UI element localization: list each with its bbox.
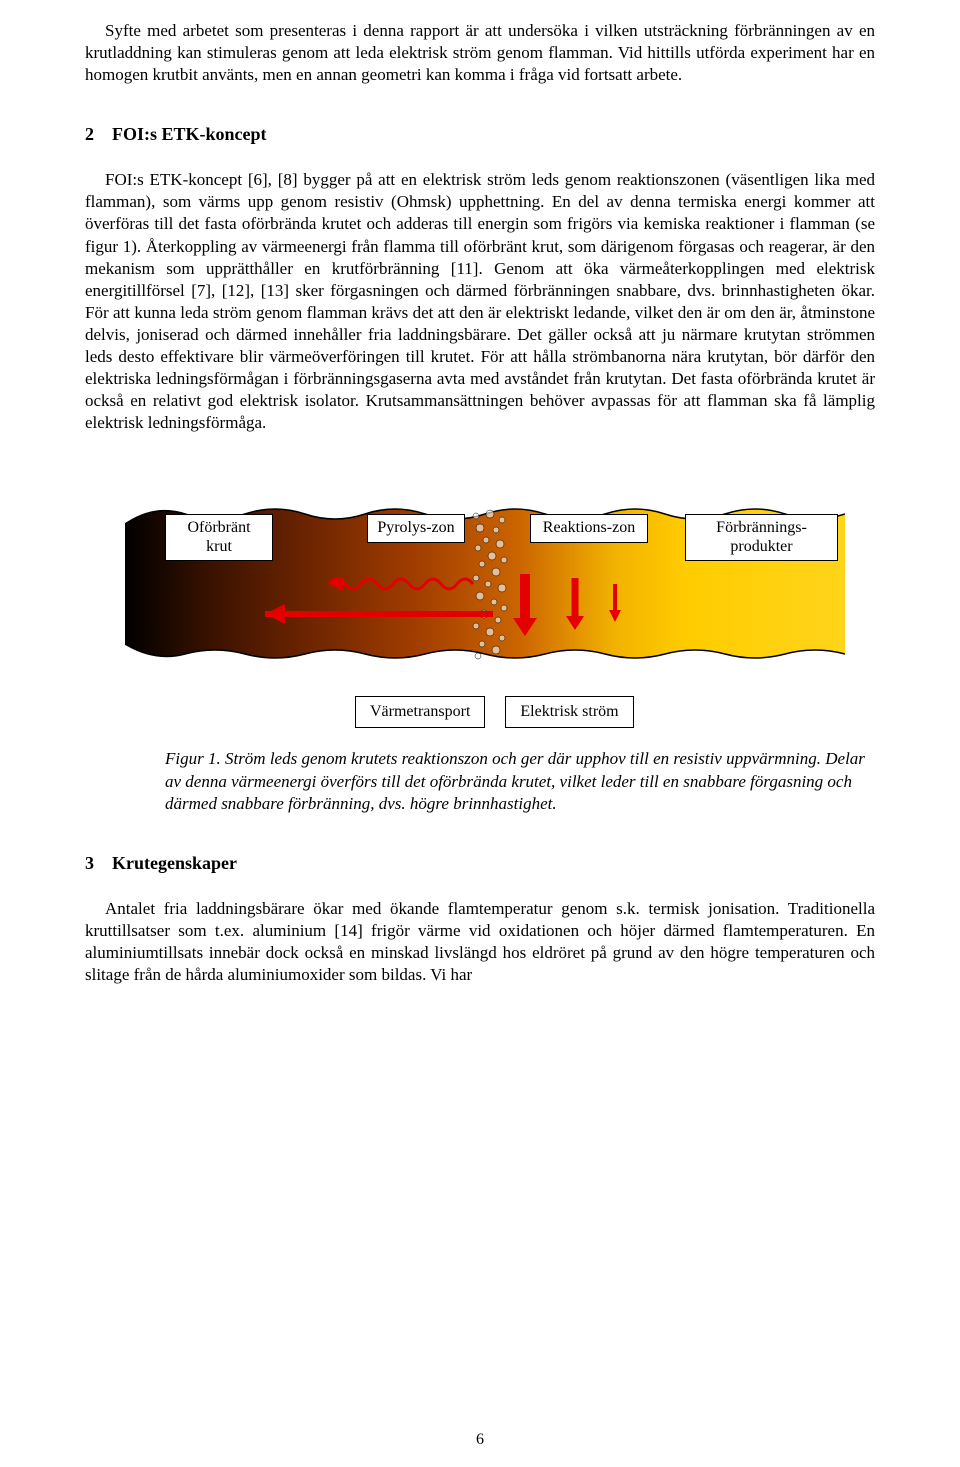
figure-1: Oförbränt krut Pyrolys-zon Reaktions-zon… [125, 484, 845, 814]
section-2-number: 2 [85, 124, 94, 144]
label-pyrolysis: Pyrolys-zon [367, 514, 465, 542]
section-3-body: Antalet fria laddningsbärare ökar med ök… [85, 898, 875, 986]
label-products: Förbrännings-produkter [685, 514, 838, 561]
label-unburnt: Oförbränt krut [165, 514, 273, 561]
label-reaction: Reaktions-zon [530, 514, 648, 542]
section-2-heading: 2 FOI:s ETK-koncept [85, 124, 875, 145]
label-electric-current: Elektrisk ström [505, 696, 633, 728]
section-2-body: FOI:s ETK-koncept [6], [8] bygger på att… [85, 169, 875, 434]
section-3-heading: 3 Krutegenskaper [85, 853, 875, 874]
intro-paragraph: Syfte med arbetet som presenteras i denn… [85, 20, 875, 86]
label-heat-transport: Värmetransport [355, 696, 485, 728]
section-3-title: Krutegenskaper [112, 853, 237, 873]
section-3-number: 3 [85, 853, 94, 873]
section-2-title: FOI:s ETK-koncept [112, 124, 267, 144]
figure-1-caption: Figur 1. Ström leds genom krutets reakti… [165, 748, 885, 814]
figure-bottom-labels: Värmetransport Elektrisk ström [355, 696, 845, 728]
arrows [225, 574, 725, 654]
combustion-diagram: Oförbränt krut Pyrolys-zon Reaktions-zon… [125, 484, 845, 684]
page-number: 6 [476, 1431, 484, 1449]
page-container: Syfte med arbetet som presenteras i denn… [0, 0, 960, 1467]
